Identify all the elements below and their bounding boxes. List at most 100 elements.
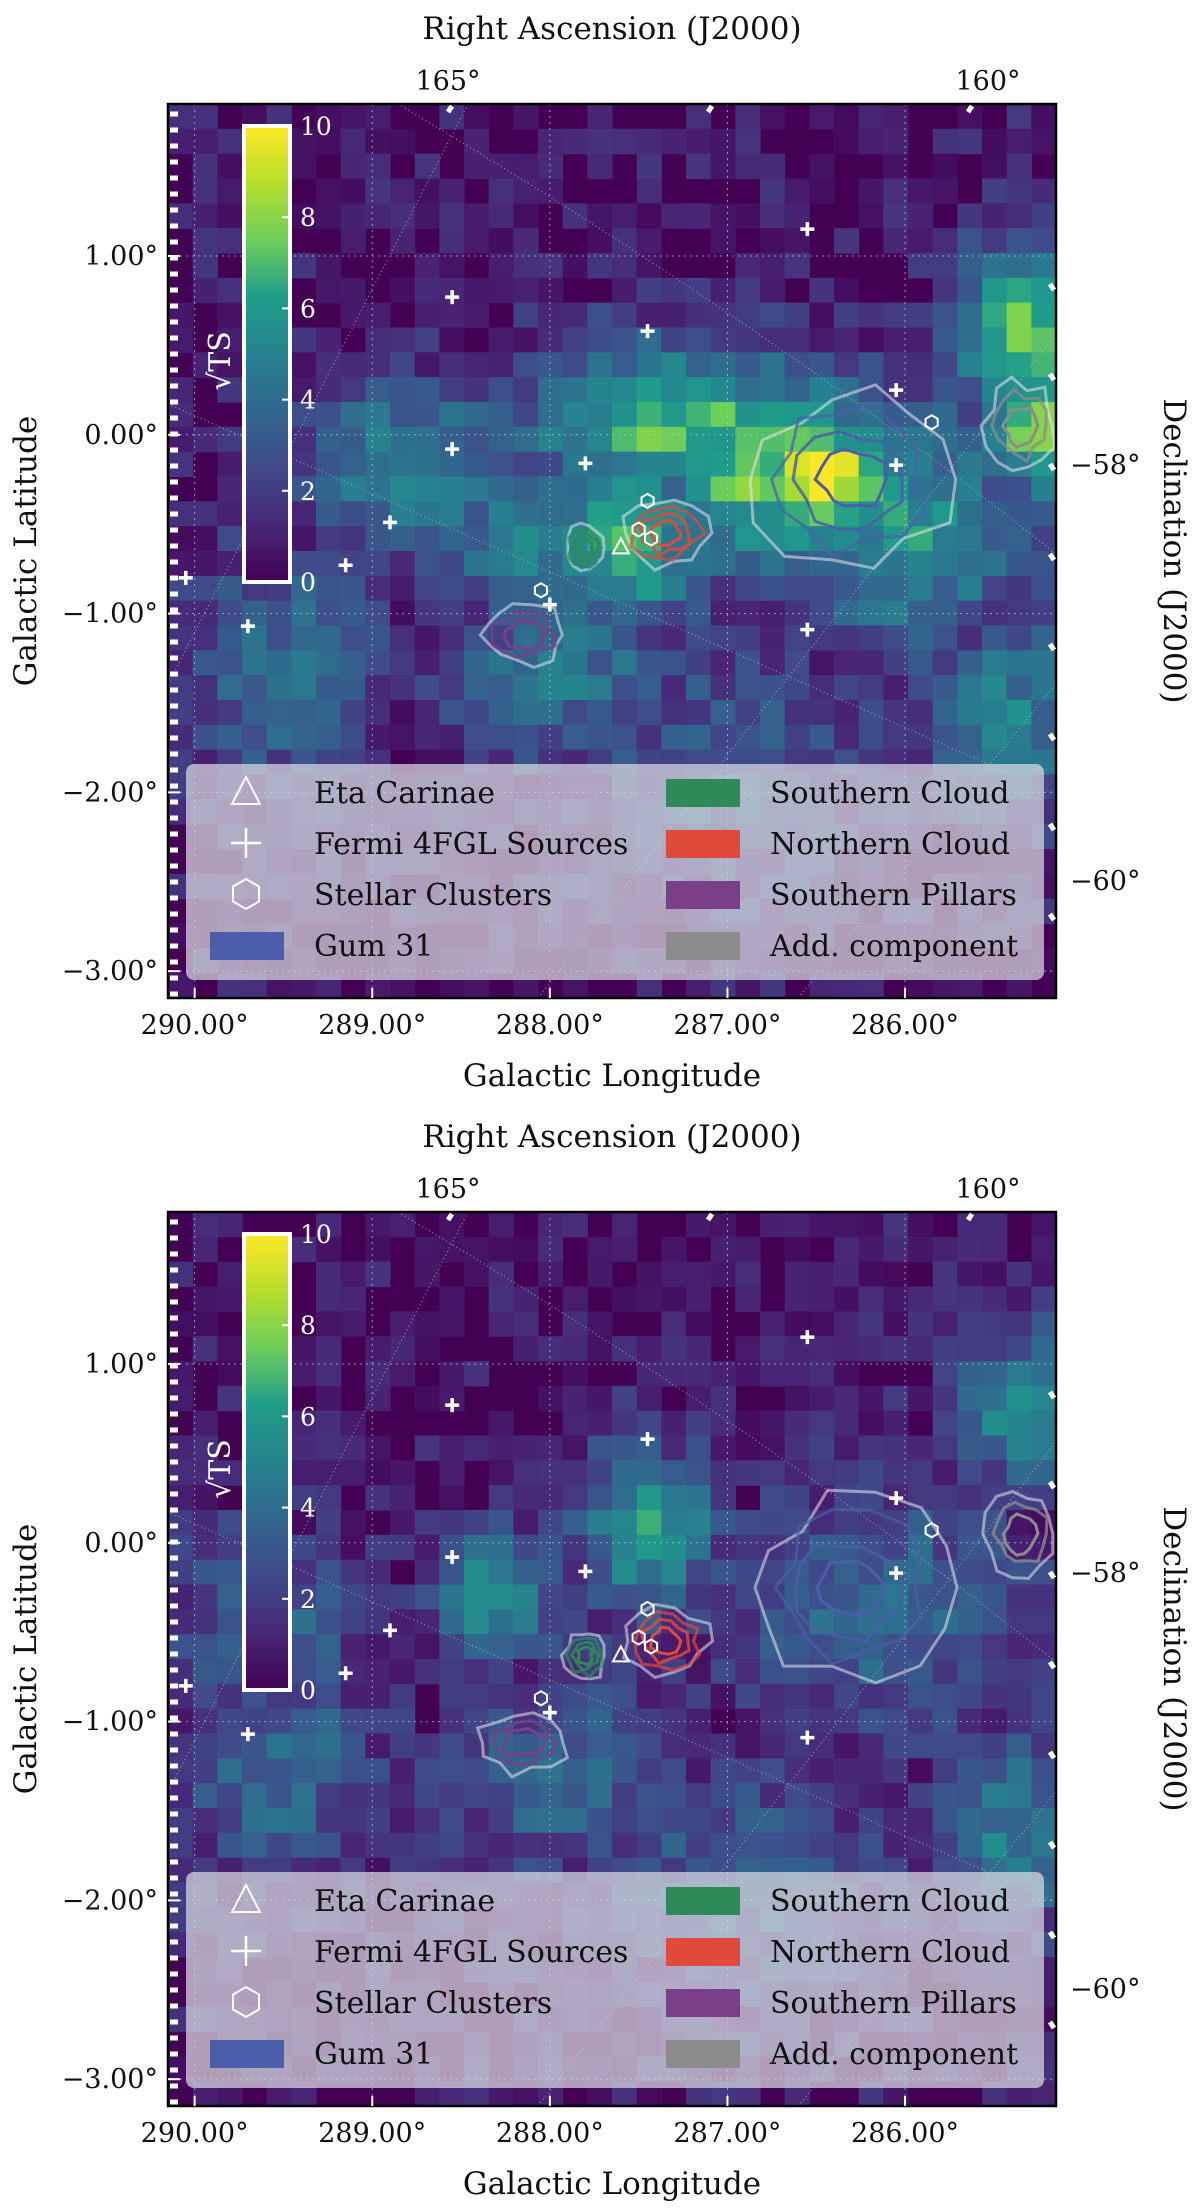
legend-label: Stellar Clusters — [314, 1986, 552, 2021]
heatmap-pixel — [636, 1733, 662, 1759]
heatmap-pixel — [760, 1212, 786, 1238]
heatmap-pixel — [538, 1212, 564, 1238]
heatmap-pixel — [291, 1634, 317, 1660]
colorbar — [242, 124, 292, 584]
heatmap-pixel — [192, 625, 218, 651]
heatmap-pixel — [710, 526, 736, 552]
heatmap-pixel — [414, 625, 440, 651]
heatmap-pixel — [538, 551, 564, 577]
heatmap-pixel — [982, 1659, 1008, 1685]
heatmap-pixel — [661, 1683, 687, 1710]
heatmap-pixel — [686, 724, 712, 751]
heatmap-pixel — [784, 1683, 810, 1710]
heatmap-pixel — [908, 1808, 934, 1834]
heatmap-pixel — [1006, 1286, 1032, 1312]
heatmap-pixel — [932, 551, 958, 577]
heatmap-pixel — [562, 1683, 588, 1710]
heatmap-pixel — [784, 1783, 810, 1809]
heatmap-pixel — [686, 402, 712, 428]
heatmap-pixel — [883, 675, 909, 701]
heatmap-pixel — [291, 575, 317, 602]
heatmap-pixel — [809, 1212, 835, 1238]
heatmap-pixel — [439, 1361, 465, 1387]
heatmap-pixel — [513, 1808, 539, 1834]
heatmap-pixel — [291, 327, 317, 353]
heatmap-pixel — [1006, 228, 1032, 254]
heatmap-pixel — [414, 1659, 440, 1685]
heatmap-pixel — [612, 1808, 638, 1834]
heatmap-pixel — [316, 724, 342, 751]
heatmap-pixel — [883, 575, 909, 602]
heatmap-pixel — [439, 526, 465, 552]
heatmap-pixel — [932, 377, 958, 403]
heatmap-pixel — [488, 1584, 514, 1610]
heatmap-pixel — [390, 1336, 416, 1362]
heatmap-pixel — [735, 327, 761, 353]
heatmap-pixel — [661, 1783, 687, 1809]
heatmap-pixel — [735, 426, 761, 453]
heatmap-pixel — [636, 1758, 662, 1784]
heatmap-pixel — [982, 1361, 1008, 1387]
legend-label: Eta Carinae — [314, 1884, 495, 1919]
heatmap-pixel — [957, 1311, 983, 1337]
heatmap-pixel — [982, 700, 1008, 726]
heatmap-pixel — [710, 153, 736, 180]
heatmap-pixel — [883, 1385, 909, 1412]
heatmap-pixel — [809, 1708, 835, 1735]
heatmap-pixel — [612, 1584, 638, 1610]
legend-swatch — [666, 1887, 740, 1915]
heatmap-pixel — [636, 1510, 662, 1536]
contour-level — [569, 1640, 601, 1672]
heatmap-pixel — [538, 1808, 564, 1834]
heatmap-pixel — [488, 178, 514, 204]
heatmap-pixel — [710, 377, 736, 403]
heatmap-pixel — [982, 352, 1008, 378]
heatmap-pixel — [908, 625, 934, 651]
heatmap-pixel — [636, 625, 662, 651]
heatmap-pixel — [858, 327, 884, 353]
heatmap-pixel — [908, 1832, 934, 1859]
heatmap-pixel — [439, 1683, 465, 1710]
heatmap-pixel — [513, 1435, 539, 1461]
contour-level — [475, 1711, 570, 1779]
heatmap-pixel — [710, 402, 736, 428]
legend-swatch — [666, 779, 740, 807]
heatmap-pixel — [1006, 1609, 1032, 1635]
ra-tick-label: 165° — [415, 66, 480, 97]
heatmap-pixel — [340, 700, 366, 726]
heatmap-pixel — [464, 377, 490, 403]
dec-tick-label: −58° — [1070, 450, 1140, 481]
heatmap-pixel — [982, 277, 1008, 304]
heatmap-pixel — [908, 575, 934, 602]
heatmap-pixel — [316, 1336, 342, 1362]
heatmap-pixel — [834, 1361, 860, 1387]
heatmap-pixel — [217, 551, 243, 577]
heatmap-pixel — [957, 625, 983, 651]
colorbar-tick-label: 10 — [300, 1220, 332, 1249]
contour-level — [490, 610, 557, 659]
heatmap-pixel — [686, 625, 712, 651]
heatmap-pixel — [414, 1584, 440, 1610]
heatmap-pixel — [636, 650, 662, 676]
heatmap-pixel — [562, 724, 588, 751]
heatmap-pixel — [291, 1336, 317, 1362]
heatmap-pixel — [266, 1783, 292, 1809]
heatmap-pixel — [686, 1584, 712, 1610]
heatmap-pixel — [735, 1783, 761, 1809]
heatmap-pixel — [365, 1659, 391, 1685]
heatmap-pixel — [414, 1733, 440, 1759]
heatmap-pixel — [982, 501, 1008, 527]
heatmap-pixel — [365, 1708, 391, 1735]
heatmap-pixel — [710, 1212, 736, 1238]
contour-add-component — [981, 1489, 1055, 1580]
heatmap-pixel — [414, 451, 440, 478]
heatmap-pixel — [316, 1311, 342, 1337]
heatmap-pixel — [612, 1212, 638, 1238]
heatmap-pixel — [858, 1286, 884, 1312]
heatmap-pixel — [932, 1385, 958, 1412]
heatmap-pixel — [784, 650, 810, 676]
heatmap-pixel — [735, 1336, 761, 1362]
heatmap-pixel — [710, 1758, 736, 1784]
heatmap-pixel — [735, 1659, 761, 1685]
heatmap-pixel — [1031, 253, 1056, 279]
